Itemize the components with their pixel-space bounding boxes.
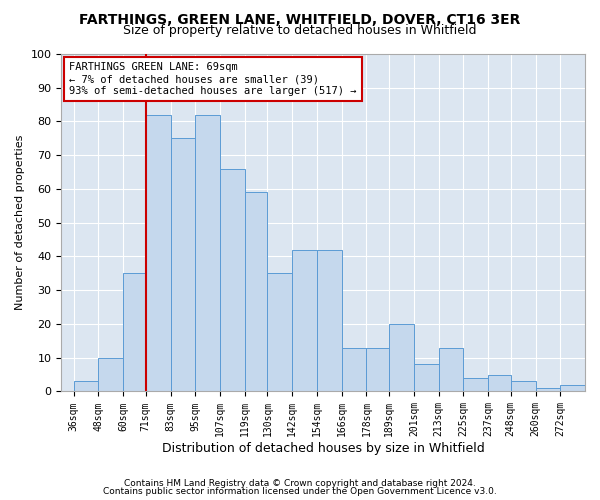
Text: FARTHINGS GREEN LANE: 69sqm
← 7% of detached houses are smaller (39)
93% of semi: FARTHINGS GREEN LANE: 69sqm ← 7% of deta… [69,62,356,96]
Bar [389,324,414,392]
Bar [74,382,98,392]
Bar [220,168,245,392]
Text: Size of property relative to detached houses in Whitfield: Size of property relative to detached ho… [123,24,477,37]
Bar [170,138,196,392]
Bar [536,388,560,392]
Bar [98,358,123,392]
X-axis label: Distribution of detached houses by size in Whitfield: Distribution of detached houses by size … [162,442,485,455]
Bar [146,114,170,392]
Text: FARTHINGS, GREEN LANE, WHITFIELD, DOVER, CT16 3ER: FARTHINGS, GREEN LANE, WHITFIELD, DOVER,… [79,12,521,26]
Bar [367,348,389,392]
Y-axis label: Number of detached properties: Number of detached properties [15,135,25,310]
Bar [463,378,488,392]
Bar [511,382,536,392]
Bar [268,274,292,392]
Text: Contains public sector information licensed under the Open Government Licence v3: Contains public sector information licen… [103,487,497,496]
Bar [245,192,268,392]
Bar [488,374,511,392]
Bar [414,364,439,392]
Bar [123,274,146,392]
Bar [560,384,585,392]
Bar [292,250,317,392]
Bar [196,114,220,392]
Bar [439,348,463,392]
Bar [317,250,341,392]
Text: Contains HM Land Registry data © Crown copyright and database right 2024.: Contains HM Land Registry data © Crown c… [124,478,476,488]
Bar [341,348,367,392]
